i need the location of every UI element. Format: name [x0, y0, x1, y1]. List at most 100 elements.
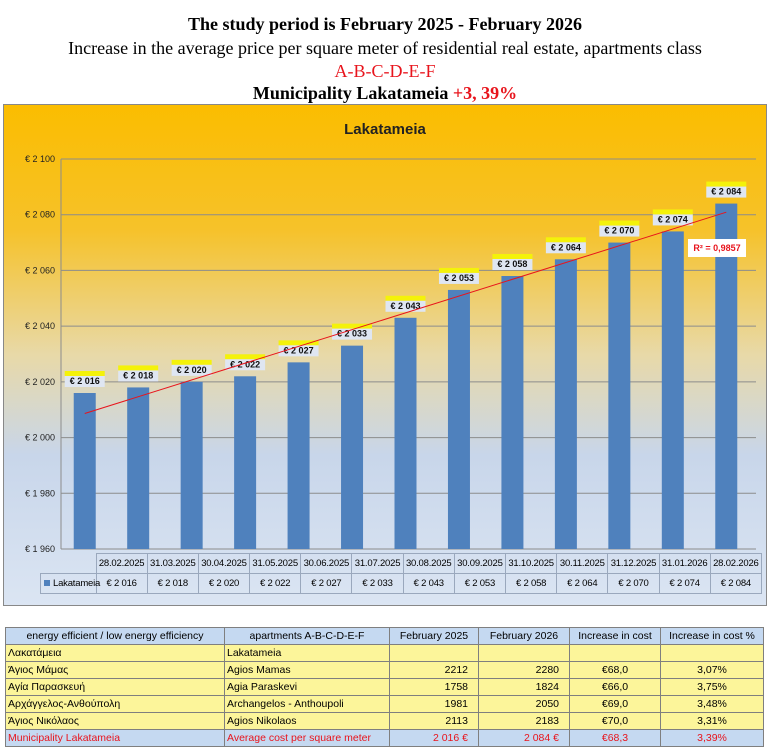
data-label-highlight [652, 209, 693, 215]
data-label: € 2 053 [444, 273, 474, 283]
bar [394, 317, 417, 549]
table-header-row: energy efficient / low energy efficiency… [5, 627, 764, 645]
table-cell: 3,39% [660, 729, 764, 747]
table-cell: 2113 [389, 712, 479, 730]
data-label-highlight [225, 354, 266, 360]
table-cell: €68,0 [569, 661, 661, 679]
y-tick-label: € 2 020 [25, 377, 55, 387]
data-label-bg [225, 359, 266, 371]
table-cell [660, 644, 764, 662]
data-label-highlight [171, 359, 212, 365]
table-cell: 3,48% [660, 695, 764, 713]
bar [287, 362, 310, 549]
data-label-highlight [492, 254, 533, 259]
header-municipality: Municipality Lakatameia +3, 39% [0, 83, 770, 104]
data-label-bg [118, 370, 159, 382]
data-table-value: € 2 020 [197, 573, 251, 594]
data-label-bg [652, 214, 693, 226]
x-tick-label: 31.12.2025 [607, 553, 660, 574]
table-cell: €70,0 [569, 712, 661, 730]
data-table-value: € 2 016 [95, 573, 148, 594]
table-cell: €66,0 [569, 678, 661, 696]
table-cell: 3,07% [660, 661, 764, 679]
trendline [84, 211, 727, 414]
data-label-bg [385, 300, 426, 312]
table-cell: Αρχάγγελος-Ανθούπολη [5, 695, 225, 713]
y-tick-label: € 2 060 [25, 265, 55, 275]
x-tick-label: 31.01.2026 [658, 553, 711, 574]
table-cell: Λακατάμεια [5, 644, 225, 662]
bar [234, 376, 257, 549]
r-squared-box [688, 239, 746, 257]
chart-plot: € 1 960 € 1 980 € 2 000 € 2 020 € 2 040 € 2 0… [25, 154, 756, 554]
col-header: energy efficient / low energy efficiency [5, 627, 225, 645]
data-table-value: € 2 074 [658, 573, 711, 594]
table-cell: 1824 [478, 678, 570, 696]
data-label: € 2 022 [230, 359, 260, 369]
y-tick-label: € 1 980 [25, 488, 55, 498]
x-tick-label: 31.03.2025 [146, 553, 199, 574]
data-label-bg [332, 328, 373, 340]
table-cell: Average cost per square meter [224, 729, 390, 747]
data-table-value: € 2 058 [504, 573, 558, 594]
data-label-bg [171, 364, 212, 376]
table-cell: Municipality Lakatameia [5, 729, 225, 747]
data-table-value: € 2 018 [146, 573, 199, 594]
table-cell [389, 644, 479, 662]
table-cell: Αγία Παρασκευή [5, 678, 225, 696]
data-table-value: € 2 084 [709, 573, 763, 594]
header-class: A-B-C-D-E-F [334, 61, 436, 81]
bar [661, 231, 684, 549]
table-cell [478, 644, 570, 662]
bar [608, 242, 631, 550]
y-tick-label: € 2 000 [25, 433, 55, 443]
x-tick-label: 30.08.2025 [402, 553, 455, 574]
table-cell: Άγιος Νικόλαος [5, 712, 225, 730]
data-label: € 2 033 [337, 329, 367, 339]
data-label-highlight [599, 220, 640, 226]
table-cell [569, 644, 661, 662]
table-cell: 2 084 € [478, 729, 570, 747]
table-cell: 1758 [389, 678, 479, 696]
data-label: € 2 084 [711, 187, 741, 197]
table-cell: €68,3 [569, 729, 661, 747]
table-cell: Άγιος Μάμας [5, 661, 225, 679]
chart: Lakatameia € 1 960 € 1 980 € 2 000 € 2 020 €… [3, 104, 767, 606]
table-cell: 2050 [478, 695, 570, 713]
r-squared-label: R² = 0,9857 [693, 243, 740, 253]
table-cell: Agios Mamas [224, 661, 390, 679]
bar [127, 387, 150, 549]
data-label-bg [492, 259, 533, 270]
bar [715, 203, 738, 550]
table-row: Λακατάμεια Lakatameia [5, 644, 764, 662]
y-tick-label: € 1 960 [25, 544, 55, 554]
data-label: € 2 043 [390, 301, 420, 311]
header-line1: The study period is February 2025 - Febr… [188, 14, 582, 34]
col-header: apartments A-B-C-D-E-F [224, 627, 390, 645]
table-cell: 2 016 € [389, 729, 479, 747]
x-tick-label: 28.02.2026 [709, 553, 763, 574]
x-tick-label: 28.02.2025 [95, 553, 148, 574]
table-cell: 1981 [389, 695, 479, 713]
x-tick-label: 30.11.2025 [556, 553, 609, 574]
bar [180, 381, 203, 549]
table-row: Άγιος Νικόλαος Agios Nikolaos 2113 2183 €70,… [5, 712, 764, 730]
col-header: Increase in cost [569, 627, 661, 645]
municipality-change: +3, 39% [452, 83, 518, 103]
y-tick-label: € 2 100 [25, 154, 55, 164]
data-table-value: € 2 064 [556, 573, 609, 594]
data-label-bg [438, 272, 479, 284]
data-label: € 2 016 [70, 376, 100, 386]
y-tick-label: € 2 080 [25, 210, 55, 220]
data-label-highlight [278, 340, 319, 346]
price-table: energy efficient / low energy efficiency… [5, 627, 764, 747]
bar [501, 276, 524, 549]
data-label-bg [706, 186, 747, 198]
data-label-highlight [332, 323, 373, 329]
bar [447, 289, 470, 549]
data-label: € 2 027 [284, 345, 314, 355]
table-cell: Agios Nikolaos [224, 712, 390, 730]
data-table-value: € 2 053 [453, 573, 507, 594]
data-table-value: € 2 070 [607, 573, 660, 594]
x-tick-label: 31.07.2025 [351, 553, 404, 574]
